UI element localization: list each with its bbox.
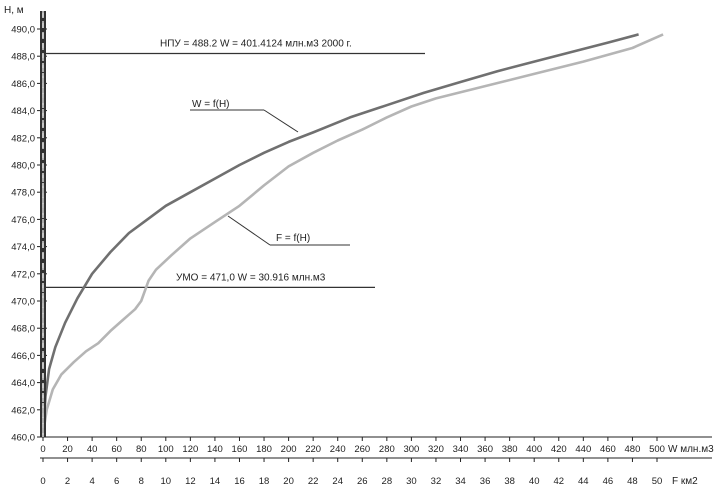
w-tick-label: 480 — [625, 444, 641, 455]
f-tick-label: 38 — [504, 476, 515, 487]
y-tick-label: 488,0 — [11, 52, 35, 63]
f-tick-label: 44 — [578, 476, 589, 487]
f-tick-label: 8 — [139, 476, 144, 487]
f-tick-label: 16 — [234, 476, 245, 487]
w-tick-label: 340 — [453, 444, 469, 455]
f-tick-label: 20 — [283, 476, 294, 487]
f-tick-label: 0 — [40, 476, 45, 487]
f-series-label: F = f(H) — [276, 233, 310, 244]
w-series-line — [41, 33, 639, 435]
f-tick-label: 50 — [652, 476, 663, 487]
y-tick-label: 480,0 — [11, 161, 35, 172]
y-tick-label: 470,0 — [11, 297, 35, 308]
f-tick-label: 46 — [603, 476, 614, 487]
f-tick-label: 32 — [431, 476, 442, 487]
w-tick-label: 40 — [87, 444, 98, 455]
w-tick-label: 420 — [551, 444, 567, 455]
f-series-line — [41, 33, 664, 435]
f-tick-label: 28 — [382, 476, 393, 487]
w-tick-label: 400 — [526, 444, 542, 455]
w-tick-label: 320 — [428, 444, 444, 455]
w-series-label: W = f(H) — [192, 99, 230, 110]
y-tick-label: 486,0 — [11, 79, 35, 90]
w-tick-label: 220 — [305, 444, 321, 455]
umo-annotation: УМО = 471,0 W = 30.916 млн.м3 — [176, 272, 326, 283]
f-tick-label: 26 — [357, 476, 368, 487]
w-tick-label: 500 — [649, 444, 665, 455]
label-leaders — [190, 109, 350, 246]
f-tick-label: 6 — [114, 476, 119, 487]
w-tick-label: 260 — [354, 444, 370, 455]
f-tick-label: 30 — [406, 476, 417, 487]
w-tick-label: 160 — [232, 444, 248, 455]
f-tick-label: 12 — [185, 476, 196, 487]
w-tick-label: 140 — [207, 444, 223, 455]
y-tick-label: 472,0 — [11, 269, 35, 280]
w-tick-label: 360 — [477, 444, 493, 455]
w-tick-label: 60 — [111, 444, 122, 455]
w-tick-label: 120 — [182, 444, 198, 455]
npu-annotation: НПУ = 488.2 W = 401.4124 млн.м3 2000 г. — [160, 38, 352, 49]
w-tick-label: 460 — [600, 444, 616, 455]
series-group — [41, 33, 664, 435]
y-tick-label: 462,0 — [11, 405, 35, 416]
y-tick-label: 460,0 — [11, 433, 35, 444]
f-tick-label: 24 — [332, 476, 343, 487]
w-label-leader — [263, 109, 299, 133]
f-axis-title: F км2 — [672, 476, 698, 487]
w-tick-label: 180 — [256, 444, 272, 455]
f-tick-label: 10 — [161, 476, 172, 487]
w-tick-label: 20 — [62, 444, 73, 455]
w-axis-title: W млн.м3 — [668, 444, 714, 455]
w-tick-label: 100 — [158, 444, 174, 455]
y-tick-label: 464,0 — [11, 378, 35, 389]
w-tick-label: 200 — [281, 444, 297, 455]
w-tick-label: 0 — [40, 444, 45, 455]
y-tick-label: 484,0 — [11, 106, 35, 117]
w-tick-label: 380 — [502, 444, 518, 455]
f-tick-label: 14 — [210, 476, 221, 487]
f-tick-label: 48 — [627, 476, 638, 487]
y-tick-label: 474,0 — [11, 242, 35, 253]
w-tick-label: 240 — [330, 444, 346, 455]
y-tick-label: 482,0 — [11, 133, 35, 144]
w-tick-label: 440 — [575, 444, 591, 455]
x-axis-ticks: 0 20 40 60 80 100 120 140 160 180 200 220 240 260 280 3… — [40, 437, 665, 487]
f-tick-label: 18 — [259, 476, 270, 487]
y-tick-label: 478,0 — [11, 188, 35, 199]
f-tick-label: 34 — [455, 476, 466, 487]
f-tick-label: 42 — [553, 476, 564, 487]
y-tick-label: 476,0 — [11, 215, 35, 226]
f-tick-label: 4 — [89, 476, 94, 487]
y-tick-label: 466,0 — [11, 351, 35, 362]
y-tick-label: 490,0 — [11, 25, 35, 36]
f-tick-label: 2 — [65, 476, 70, 487]
f-tick-label: 40 — [529, 476, 540, 487]
f-label-leader — [227, 215, 271, 246]
w-tick-label: 300 — [403, 444, 419, 455]
f-tick-label: 36 — [480, 476, 491, 487]
f-tick-label: 22 — [308, 476, 319, 487]
w-tick-label: 280 — [379, 444, 395, 455]
w-tick-label: 80 — [136, 444, 147, 455]
y-tick-label: 468,0 — [11, 324, 35, 335]
y-axis-title: H, м — [4, 5, 24, 16]
reference-lines — [40, 52, 425, 288]
